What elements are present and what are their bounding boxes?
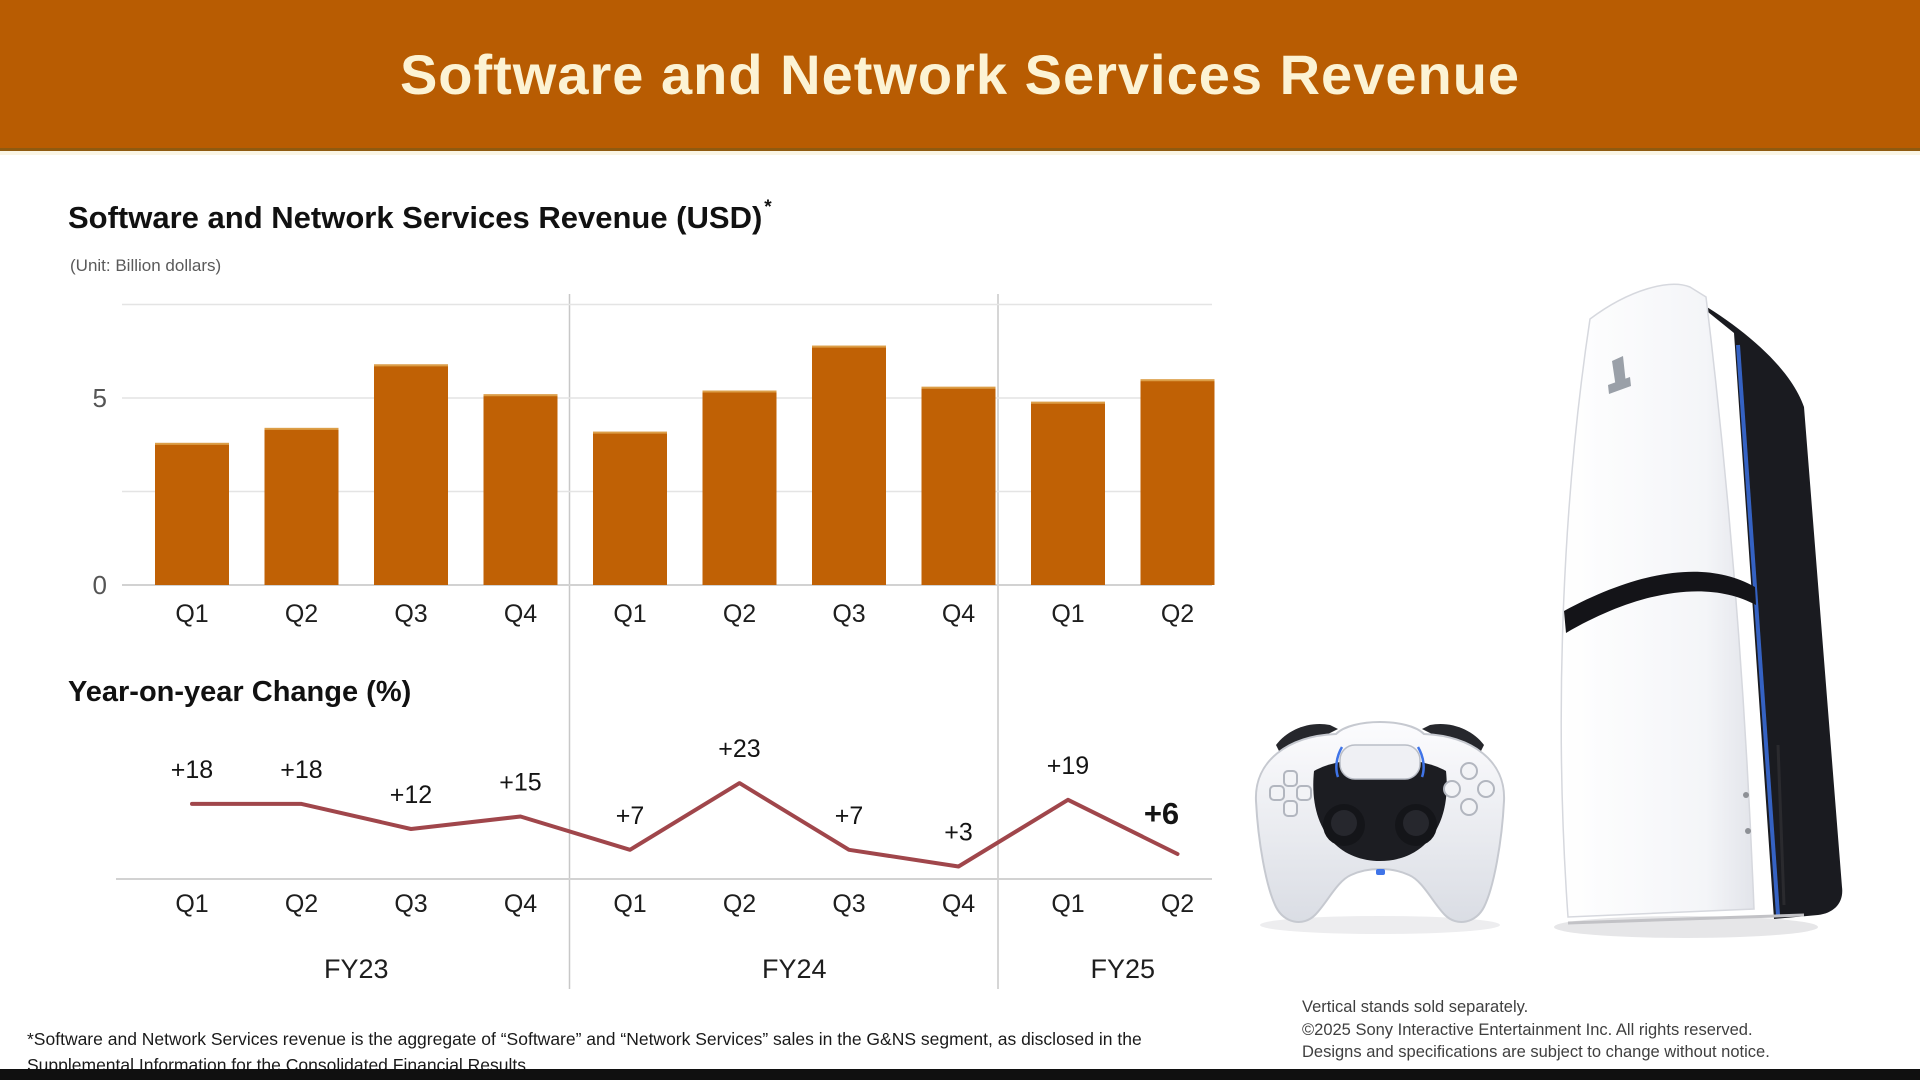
ps-logo-icon	[1608, 356, 1631, 394]
revenue-bar	[1140, 379, 1215, 585]
console-disc-slot	[1776, 744, 1786, 906]
y-axis-tick: 5	[93, 383, 107, 413]
console-power-button	[1743, 792, 1749, 798]
revenue-bar	[702, 390, 777, 585]
line-quarter-label: Q4	[942, 890, 975, 918]
y-axis-tick: 0	[93, 570, 107, 600]
line-quarter-label: Q2	[1161, 890, 1194, 918]
revenue-bar	[1031, 401, 1105, 585]
bar-quarter-label: Q2	[285, 600, 318, 628]
controller-shadow	[1260, 916, 1500, 934]
console-back-panel	[1687, 295, 1843, 919]
console-front-panel	[1560, 283, 1755, 918]
bar-quarter-label: Q1	[613, 600, 646, 628]
revenue-bar	[155, 442, 229, 585]
fiscal-year-label: FY24	[762, 954, 827, 984]
yoy-value-label: +12	[390, 781, 432, 809]
revenue-bar	[593, 431, 667, 585]
controller-dpad-icon	[1269, 770, 1312, 817]
slide-title: Software and Network Services Revenue	[399, 42, 1521, 106]
line-quarter-label: Q1	[1051, 890, 1084, 918]
yoy-value-label: +7	[616, 802, 645, 830]
yoy-value-label: +7	[835, 802, 864, 830]
footnote-line-1: *Software and Network Services revenue i…	[27, 1029, 1142, 1049]
product-photo	[1254, 283, 1843, 938]
bar-quarter-label: Q1	[1051, 600, 1084, 628]
revenue-bar	[483, 394, 558, 585]
bar-quarter-label: Q4	[504, 600, 537, 628]
dualsense-controller-image	[1254, 721, 1506, 934]
fiscal-year-label: FY23	[324, 954, 389, 984]
yoy-value-label: +15	[499, 768, 541, 796]
revenue-charts-canvas: 0 5 Q1 Q2 Q3 Q4 Q1 Q2 Q3 Q4 Q1 Q2 +18 +18 +12 +15 +7 +23 +…	[93, 294, 1215, 989]
product-disclaimer: Vertical stands sold separately. ©2025 S…	[1302, 996, 1862, 1064]
controller-lightbar-left	[1335, 746, 1344, 778]
bar-quarter-label: Q3	[832, 600, 865, 628]
playstation5-console-image	[1554, 283, 1843, 938]
bar-quarter-label: Q4	[942, 600, 975, 628]
bar-quarter-label: Q2	[1161, 600, 1194, 628]
bar-quarter-label: Q2	[723, 600, 756, 628]
line-quarter-label: Q3	[394, 890, 427, 918]
bar-quarter-label: Q1	[175, 600, 208, 628]
bottom-edge-strip	[0, 1069, 1920, 1080]
yoy-value-label: +19	[1047, 752, 1089, 780]
revenue-bar	[374, 364, 448, 585]
controller-lightbar-right	[1416, 746, 1425, 778]
yoy-value-label: +23	[718, 735, 760, 763]
product-disclaimer-line-3: Designs and specifications are subject t…	[1302, 1043, 1770, 1061]
console-stand-edge	[1567, 913, 1805, 925]
unit-label: (Unit: Billion dollars)	[70, 256, 222, 275]
console-eject-button	[1745, 828, 1751, 834]
slide-header-banner: Software and Network Services Revenue	[0, 0, 1920, 151]
console-seam	[1564, 571, 1756, 633]
line-quarter-label: Q1	[613, 890, 646, 918]
controller-left-stick-cap	[1331, 810, 1357, 836]
controller-face-buttons-icon	[1443, 762, 1495, 816]
revenue-bar	[921, 386, 996, 585]
yoy-value-label: +18	[171, 756, 213, 784]
fiscal-year-label: FY25	[1090, 954, 1155, 984]
product-disclaimer-line-1: Vertical stands sold separately.	[1302, 998, 1529, 1016]
console-led-strip	[1736, 344, 1780, 916]
line-quarter-label: Q2	[285, 890, 318, 918]
bar-chart-title-text: Software and Network Services Revenue (U…	[68, 200, 763, 235]
revenue-bar	[812, 345, 886, 585]
yoy-line	[190, 781, 1180, 869]
line-quarter-label: Q3	[832, 890, 865, 918]
yoy-value-label: +6	[1144, 796, 1179, 831]
line-quarter-label: Q4	[504, 890, 537, 918]
bar-chart-title: Software and Network Services Revenue (U…	[68, 196, 772, 236]
controller-right-stick-cap	[1403, 810, 1429, 836]
line-quarter-label: Q1	[175, 890, 208, 918]
product-disclaimer-line-2: ©2025 Sony Interactive Entertainment Inc…	[1302, 1020, 1753, 1039]
revenue-bar	[264, 427, 339, 585]
yoy-value-label: +3	[944, 818, 973, 846]
yoy-value-label: +18	[280, 756, 322, 784]
bar-quarter-label: Q3	[394, 600, 427, 628]
line-quarter-label: Q2	[723, 890, 756, 918]
controller-ps-light	[1376, 869, 1385, 875]
line-chart-title: Year-on-year Change (%)	[68, 676, 412, 708]
footnote-asterisk: *	[764, 196, 772, 218]
controller-touchpad	[1339, 744, 1421, 780]
